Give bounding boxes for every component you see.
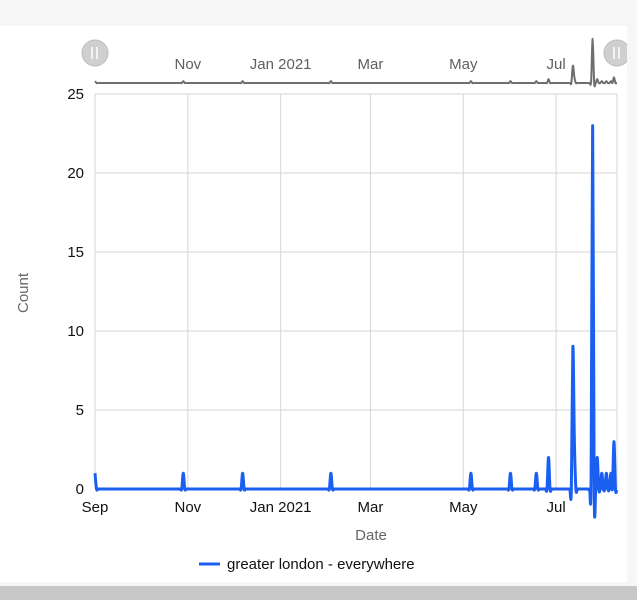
y-tick-labels: 0 5 10 15 20 25: [67, 86, 84, 498]
navigator-left-handle[interactable]: [81, 39, 109, 67]
navigator-series-line: [94, 37, 618, 88]
horizontal-scrollbar[interactable]: [0, 586, 637, 600]
legend-label[interactable]: greater london - everywhere: [227, 556, 415, 573]
navigator-right-handle[interactable]: [603, 39, 631, 67]
pause-bars-icon: [613, 47, 620, 59]
x-axis-title: Date: [355, 527, 387, 544]
range-navigator[interactable]: Nov Jan 2021 Mar May Jul: [81, 26, 631, 88]
pause-bars-icon: [91, 47, 98, 59]
y-tick-label: 10: [67, 323, 84, 340]
x-tick-label: Nov: [174, 499, 201, 516]
x-tick-label: Mar: [358, 499, 384, 516]
navigator-tick-label: May: [449, 56, 478, 73]
y-tick-label: 25: [67, 86, 84, 103]
navigator-tick-label: Nov: [174, 56, 201, 73]
y-tick-label: 20: [67, 165, 84, 182]
navigator-tick-labels: Nov Jan 2021 Mar May Jul: [174, 56, 565, 73]
legend[interactable]: greater london - everywhere: [199, 556, 415, 573]
y-tick-label: 15: [67, 244, 84, 261]
navigator-tick-label: Jul: [547, 56, 566, 73]
chart-panel: Nov Jan 2021 Mar May Jul: [0, 26, 631, 582]
x-tick-labels: Sep Nov Jan 2021 Mar May Jul: [82, 499, 566, 516]
series-line[interactable]: [93, 124, 619, 519]
plot-area[interactable]: 0 5 10 15 20 25 Sep Nov Jan 2021 Mar May Jul: [67, 86, 619, 519]
navigator-handle-knob[interactable]: [81, 39, 109, 67]
timeline-chart: Nov Jan 2021 Mar May Jul: [15, 26, 631, 573]
gridlines: [94, 93, 618, 490]
y-tick-label: 5: [76, 402, 84, 419]
navigator-tick-label: Mar: [358, 56, 384, 73]
y-axis-title: Count: [15, 272, 32, 313]
navigator-handle-knob[interactable]: [603, 39, 631, 67]
navigator-background: [95, 26, 617, 88]
navigator-tick-label: Jan 2021: [250, 56, 312, 73]
x-tick-label: May: [449, 499, 478, 516]
y-tick-label: 0: [76, 481, 84, 498]
x-tick-label: Jul: [547, 499, 566, 516]
x-tick-label: Sep: [82, 499, 109, 516]
x-tick-label: Jan 2021: [250, 499, 312, 516]
